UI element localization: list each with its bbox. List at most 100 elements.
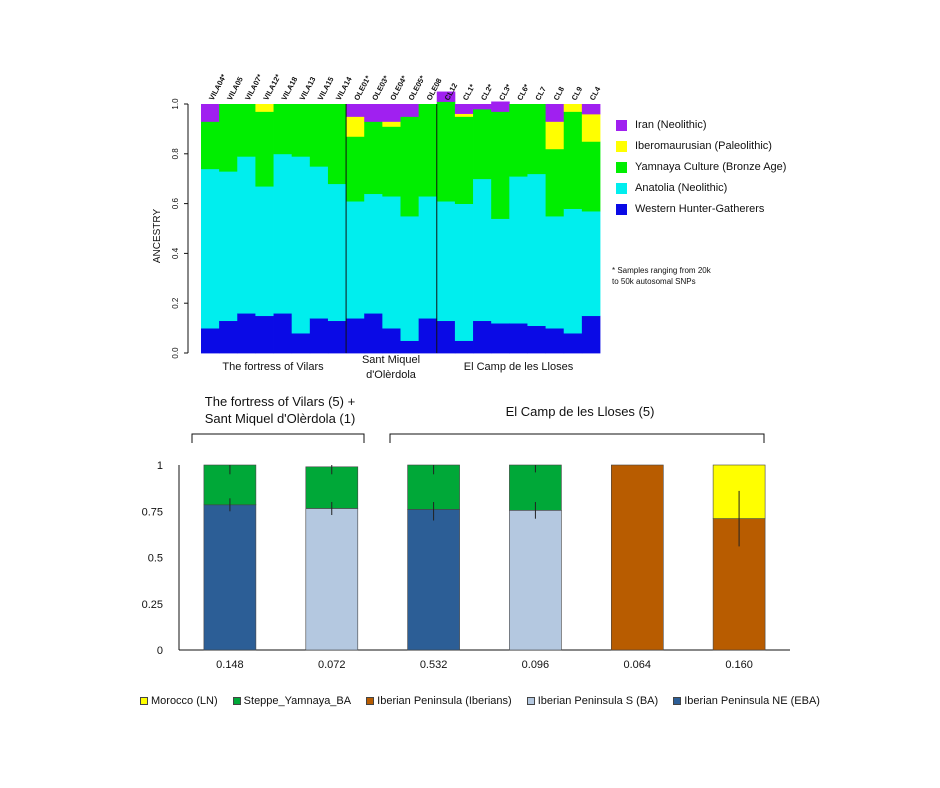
y-tick-label: 0.0 xyxy=(171,347,180,359)
legend-label: Anatolia (Neolithic) xyxy=(635,182,728,194)
top-bar-segment xyxy=(545,216,565,329)
legend-swatch xyxy=(616,140,627,152)
legend-label: Iran (Neolithic) xyxy=(635,119,707,131)
top-bar-segment xyxy=(327,183,347,322)
bottom-legend-item: Iberian Peninsula (Iberians) xyxy=(366,695,512,707)
bottom-bars-group xyxy=(203,464,766,651)
sample-label: CL7 xyxy=(533,85,548,102)
bottom-legend-swatch xyxy=(366,697,375,705)
top-bar-segment xyxy=(346,201,365,319)
top-bar-segment xyxy=(382,126,401,197)
bottom-y-tick-label: 0.25 xyxy=(142,599,163,611)
top-bar-segment xyxy=(454,116,474,204)
sample-label: CL8 xyxy=(552,85,567,102)
bottom-legend-label: Iberian Peninsula NE (EBA) xyxy=(684,695,820,707)
top-ancestry-chart: ANCESTRY 0.0 0.2 0.4 0.6 0.8 1.0 VILA04*VILA0… xyxy=(152,73,603,359)
site-label-olerdola-line2: d'Olèrdola xyxy=(366,369,416,381)
bottom-category-label: 0.096 xyxy=(522,659,550,671)
top-bar-segment xyxy=(473,108,492,180)
bottom-legend-item: Iberian Peninsula S (BA) xyxy=(526,695,659,707)
top-bar-segment xyxy=(382,196,401,329)
top-bar-segment xyxy=(255,186,274,317)
top-bar-segment xyxy=(509,323,528,354)
top-bar-segment xyxy=(219,104,238,172)
site-label-vilars-text: The fortress of Vilars xyxy=(222,361,324,373)
top-bar-segment xyxy=(237,104,256,157)
site-label-olerdola-line1: Sant Miquel xyxy=(361,354,421,366)
top-bar-segment xyxy=(527,173,546,327)
top-bar-segment xyxy=(309,318,329,354)
top-bar-segment xyxy=(436,101,456,202)
top-bar-segment xyxy=(364,121,383,195)
top-y-axis: 0.0 0.2 0.4 0.6 0.8 1.0 xyxy=(171,98,189,359)
top-bar-segment xyxy=(491,323,510,354)
site-label-vilars: The fortress of Vilars xyxy=(201,360,345,375)
bottom-legend: Morocco (LN) Steppe_Yamnaya_BA Iberian Pen… xyxy=(140,695,820,707)
top-bar-segment xyxy=(454,113,474,117)
top-bar-segment xyxy=(473,178,492,322)
top-bar-segment xyxy=(473,320,492,354)
sample-label: CL4 xyxy=(588,84,603,101)
top-bar-segment xyxy=(291,156,311,334)
sample-label: CL12 xyxy=(443,82,460,102)
legend-label: Iberomaurusian (Paleolithic) xyxy=(635,140,772,152)
bottom-category-label: 0.532 xyxy=(420,659,448,671)
top-bar-segment xyxy=(436,320,456,354)
top-bar-fill xyxy=(454,104,474,114)
header-group-lloses: El Camp de les Lloses (5) xyxy=(480,403,680,420)
header-group-vilars-olerdola: The fortress of Vilars (5) + Sant Miquel… xyxy=(180,393,380,427)
top-bar-segment xyxy=(364,193,383,314)
top-bar-segment xyxy=(581,315,601,354)
top-bar-segment xyxy=(346,116,365,137)
site-label-lloses: El Camp de les Lloses xyxy=(437,360,600,375)
y-tick-label: 0.8 xyxy=(171,148,180,160)
site-label-olerdola: Sant Miquel d'Olèrdola xyxy=(345,353,437,383)
y-tick-label: 1.0 xyxy=(171,98,180,110)
y-tick-label: 0.6 xyxy=(171,197,180,209)
top-legend-item: Western Hunter-Gatherers xyxy=(616,203,764,215)
top-bar-segment xyxy=(400,104,420,117)
top-bar-segment xyxy=(255,104,274,112)
top-bar-segment xyxy=(581,104,601,115)
sample-label: CL1* xyxy=(461,83,477,102)
bottom-legend-swatch xyxy=(526,697,535,705)
bottom-legend-swatch xyxy=(140,697,148,705)
bottom-bar-segment xyxy=(203,504,257,651)
top-bar-segment xyxy=(201,104,220,122)
sample-label: CL9 xyxy=(570,85,585,102)
top-bar-segment xyxy=(309,166,329,319)
bottom-y-tick-label: 1 xyxy=(157,460,163,472)
y-tick-label: 0.2 xyxy=(171,297,180,309)
bottom-category-label: 0.160 xyxy=(725,659,753,671)
bottom-legend-swatch xyxy=(232,697,241,705)
bottom-legend-label: Morocco (LN) xyxy=(151,695,218,707)
top-bar-segment xyxy=(436,201,456,322)
top-bar-segment xyxy=(491,111,510,219)
top-bar-segment xyxy=(563,208,583,334)
footnote-line1: * Samples ranging from 20k xyxy=(612,266,711,275)
sample-label: CL3* xyxy=(497,83,513,102)
top-bar-segment xyxy=(581,211,601,317)
top-bar-segment xyxy=(400,340,420,354)
top-bar-segment xyxy=(491,218,510,324)
top-bar-segment xyxy=(382,328,401,354)
top-bar-segment xyxy=(273,104,293,155)
legend-swatch xyxy=(616,161,627,173)
top-bar-segment xyxy=(491,101,510,112)
sample-label: CL6* xyxy=(515,83,531,102)
bottom-legend-label: Iberian Peninsula S (BA) xyxy=(537,695,659,707)
top-bar-segment xyxy=(563,333,583,354)
legend-label: Yamnaya Culture (Bronze Age) xyxy=(635,161,787,173)
top-bar-segment xyxy=(454,203,474,341)
top-bar-segment xyxy=(327,320,347,354)
bottom-y-tick-label: 0 xyxy=(157,645,163,657)
top-bar-segment xyxy=(255,111,274,187)
bottom-legend-label: Steppe_Yamnaya_BA xyxy=(243,695,352,707)
bottom-y-tick-label: 0.75 xyxy=(142,506,163,518)
top-bar-segment xyxy=(509,176,528,324)
top-bar-segment xyxy=(346,104,365,117)
top-bar-segment xyxy=(527,325,546,354)
bottom-bar-segment xyxy=(610,464,664,651)
bottom-y-axis: 0 0.25 0.5 0.75 1 xyxy=(142,460,790,657)
top-bar-segment xyxy=(201,328,220,354)
